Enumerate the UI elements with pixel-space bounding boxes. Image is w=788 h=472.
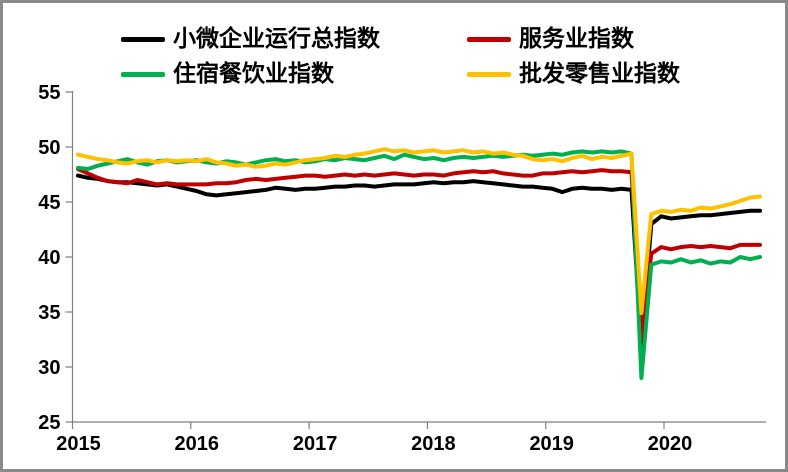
legend-label-accommodation-catering-index: 住宿餐饮业指数	[173, 61, 334, 86]
series-line-1	[76, 167, 762, 341]
legend-item-services-index: 服务业指数	[467, 25, 634, 53]
x-axis-tick-label: 2015	[56, 433, 101, 455]
accommodation-catering-line-swatch	[121, 71, 165, 77]
y-axis-tick-label: 40	[38, 247, 60, 269]
legend-label-overall-index: 小微企业运行总指数	[173, 26, 380, 51]
series-line-3	[76, 147, 762, 316]
overall-index-line-swatch	[121, 36, 165, 42]
x-axis-tick-label: 2016	[175, 433, 220, 455]
legend-item-accommodation-catering-index: 住宿餐饮业指数	[121, 60, 334, 88]
wholesale-retail-line-swatch	[467, 71, 511, 77]
legend-item-wholesale-retail-index: 批发零售业指数	[467, 60, 680, 88]
y-axis-tick-label: 25	[38, 412, 60, 434]
y-axis-tick-label: 45	[38, 192, 60, 214]
x-axis-tick-label: 2019	[529, 433, 574, 455]
legend-item-overall-index: 小微企业运行总指数	[121, 25, 380, 53]
x-axis-tick-label: 2017	[293, 433, 338, 455]
legend-label-wholesale-retail-index: 批发零售业指数	[519, 61, 680, 86]
y-axis-tick-label: 35	[38, 302, 60, 324]
services-index-line-swatch	[467, 36, 511, 42]
y-axis-tick-label: 55	[38, 82, 60, 104]
line-chart-plot: 25 30 35 40 45 50 55 2015 2016 2017 2018 2019 2020	[38, 82, 766, 455]
y-axis-tick-label: 30	[38, 357, 60, 379]
y-axis-tick-label: 50	[38, 137, 60, 159]
legend-label-services-index: 服务业指数	[519, 26, 634, 51]
x-axis-tick-label: 2018	[411, 433, 456, 455]
x-axis-tick-label: 2020	[648, 433, 693, 455]
